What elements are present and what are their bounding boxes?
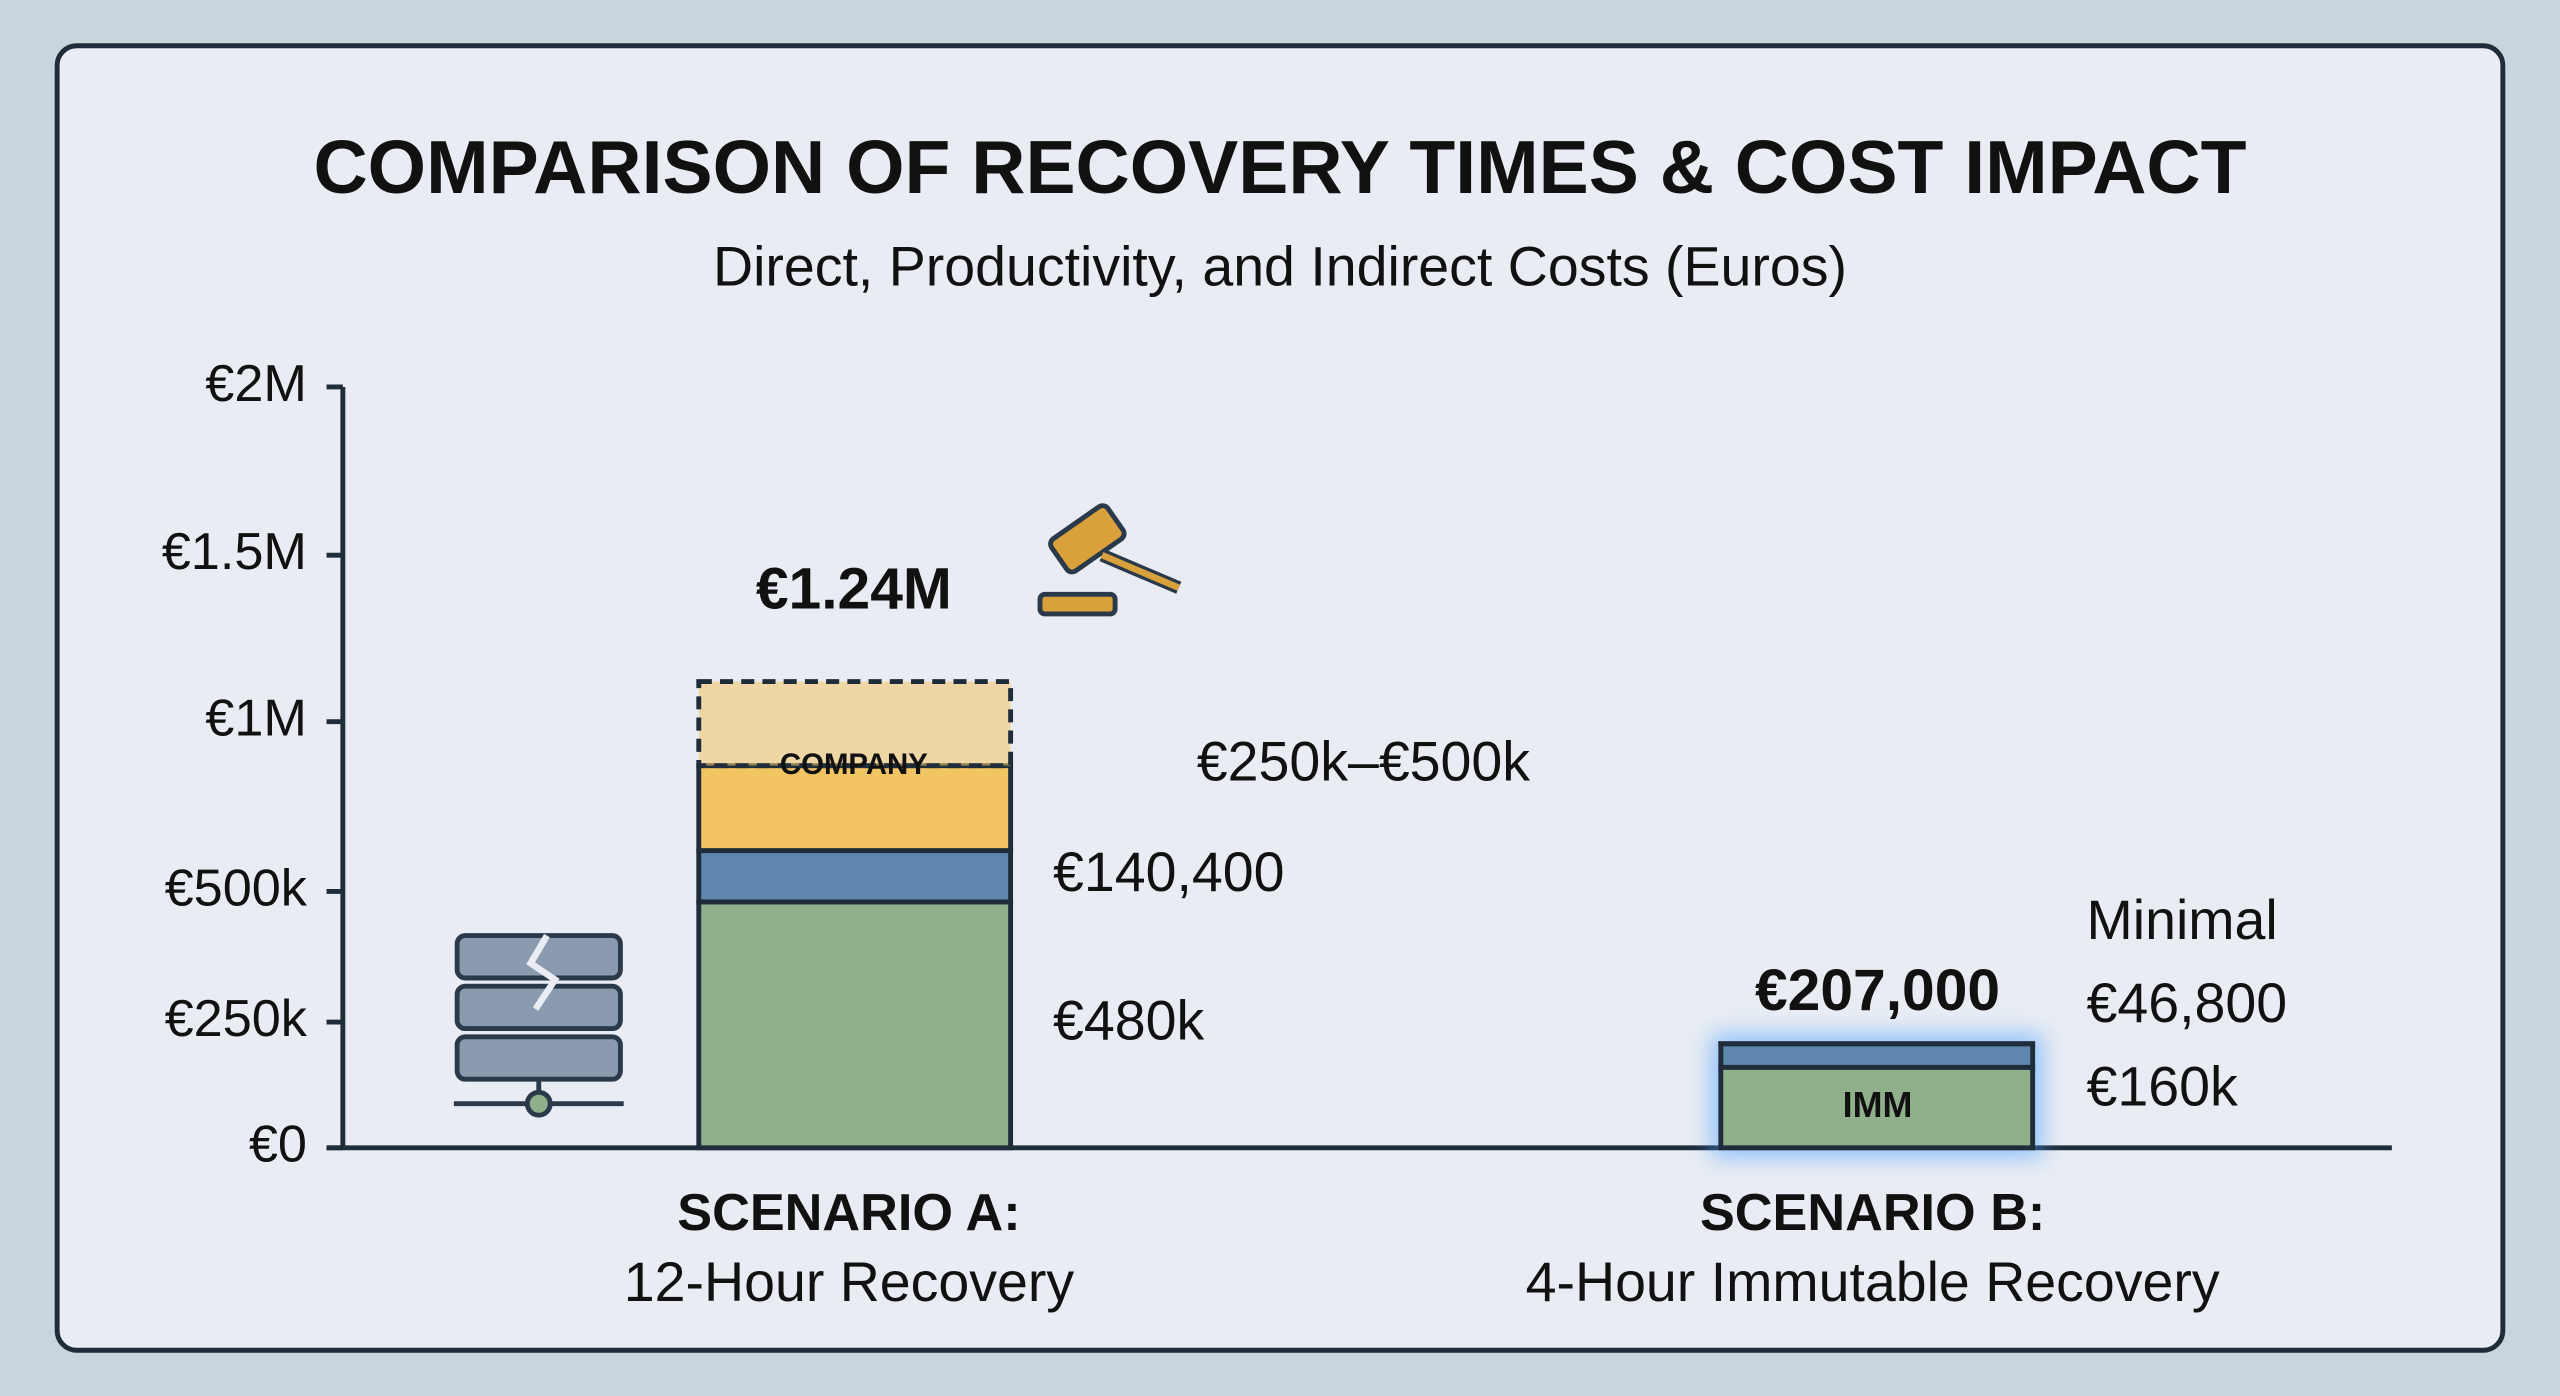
segment-label: €140,400	[1053, 841, 1284, 903]
total-label: €1.24M	[756, 556, 952, 621]
y-tick-label: €0	[249, 1116, 307, 1174]
chart-subtitle: Direct, Productivity, and Indirect Costs…	[713, 236, 1847, 298]
y-tick-label: €250k	[165, 990, 308, 1048]
bar-segment	[1718, 1041, 2036, 1070]
category-subtitle: 12-Hour Recovery	[624, 1251, 1075, 1313]
bar-segment	[1718, 1064, 2036, 1151]
gavel-icon	[1037, 503, 1182, 617]
segment-label: €46,800	[2087, 972, 2288, 1034]
segment-label: €480k	[1053, 990, 1204, 1052]
y-tick-label: €500k	[165, 859, 308, 917]
segment-label: Minimal	[2087, 889, 2278, 951]
bar-segment	[696, 763, 1014, 854]
total-label: €207,000	[1755, 958, 2000, 1023]
y-tick-label: €2M	[205, 355, 307, 413]
bar-segment	[696, 848, 1014, 905]
panel	[54, 43, 2506, 1353]
icon-label: IMM	[1843, 1084, 1913, 1125]
icon-label: COMPANY	[780, 748, 928, 781]
bar-segment-range	[696, 679, 1014, 769]
category-label: SCENARIO B:	[1700, 1184, 2045, 1242]
category-label: SCENARIO A:	[677, 1184, 1020, 1242]
y-tick-label: €1M	[205, 689, 307, 747]
category-subtitle: 4-Hour Immutable Recovery	[1526, 1251, 2220, 1313]
server-icon	[453, 933, 624, 1118]
segment-label: €250k–€500k	[1197, 731, 1531, 793]
bar-segment	[696, 899, 1014, 1151]
segment-label: €160k	[2087, 1055, 2238, 1117]
y-tick-label: €1.5M	[162, 523, 307, 581]
chart-title: COMPARISON OF RECOVERY TIMES & COST IMPA…	[313, 125, 2246, 209]
